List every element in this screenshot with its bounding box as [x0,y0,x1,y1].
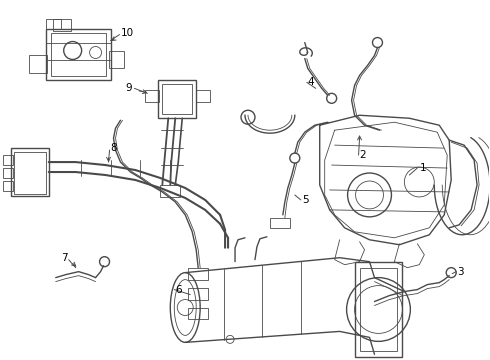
Bar [108,50,124,68]
Text: 7: 7 [61,253,67,263]
Bar [188,307,208,319]
Text: 6: 6 [175,284,182,294]
Text: 4: 4 [308,77,315,87]
Text: 1: 1 [419,163,426,173]
Text: 5: 5 [302,195,308,205]
Bar [51,32,105,76]
Bar [11,148,49,196]
Bar [360,268,397,351]
Bar [188,288,208,300]
Bar [158,80,196,118]
Bar [162,84,192,114]
Bar [160,185,180,197]
Bar [270,218,290,228]
Text: 2: 2 [360,150,366,160]
Bar [53,19,71,31]
Bar [146,90,159,102]
Text: 3: 3 [457,267,464,276]
Bar [355,262,402,357]
Bar [3,181,13,191]
Bar [188,268,208,280]
Bar [29,55,47,73]
Bar [14,152,46,194]
Text: 8: 8 [111,143,117,153]
Text: 9: 9 [125,84,132,93]
Bar [46,28,111,80]
Text: 10: 10 [121,28,134,37]
Bar [196,90,210,102]
Bar [3,155,13,165]
Bar [3,168,13,178]
